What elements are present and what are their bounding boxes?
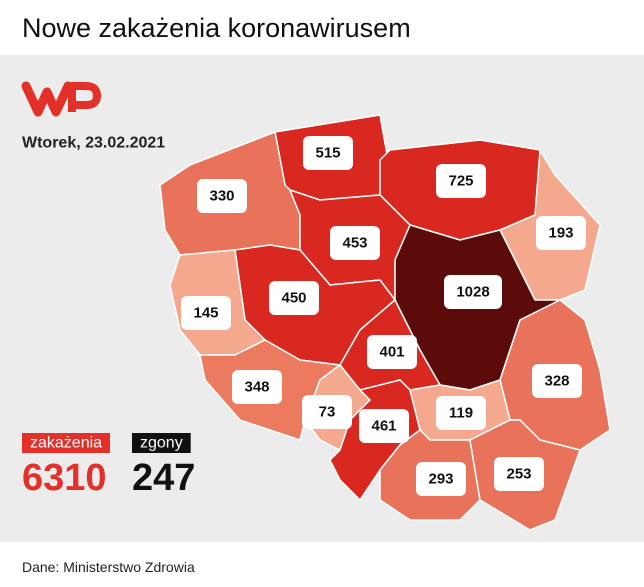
region-value: 73 <box>319 404 336 421</box>
region-label-box <box>302 395 352 429</box>
total-value: 247 <box>132 457 195 499</box>
total-label-bg <box>132 433 191 453</box>
region-label-box <box>416 462 466 496</box>
region-value: 401 <box>379 344 404 361</box>
region-label-box <box>197 179 247 213</box>
region-value: 450 <box>281 290 306 307</box>
region-value: 348 <box>244 379 269 396</box>
region-value: 293 <box>428 471 453 488</box>
region-value: 725 <box>448 173 473 190</box>
region-label-box <box>494 457 544 491</box>
region-value: 119 <box>449 405 473 422</box>
region-value: 515 <box>315 145 340 162</box>
region-label-box <box>436 396 486 430</box>
region-value: 1028 <box>456 284 489 301</box>
total-label: zgony <box>140 435 183 452</box>
wp-logo <box>21 81 101 117</box>
region-value: 330 <box>209 188 234 205</box>
region-label-box <box>232 370 282 404</box>
region-label-box <box>536 216 586 250</box>
source: Dane: Ministerstwo Zdrowia <box>22 559 195 575</box>
region-label-box <box>436 164 486 198</box>
title: Nowe zakażenia koronawirusem <box>22 13 411 43</box>
region-value: 461 <box>371 418 396 435</box>
region-label-box <box>532 364 582 398</box>
total-value: 6310 <box>22 457 107 499</box>
totals: zakażenia 6310 zgony 247 <box>22 433 195 499</box>
map: 515 725 330 193 453 1028 450 145 401 328 348 73 461 1… <box>159 114 611 531</box>
total-label: zakażenia <box>30 435 102 452</box>
region-value: 145 <box>193 305 218 322</box>
region-value: 453 <box>342 235 367 252</box>
region-label-box <box>359 409 409 443</box>
region-label-box <box>444 275 502 309</box>
region-label-box <box>269 281 319 315</box>
region-value: 193 <box>548 225 573 242</box>
region-value: 253 <box>506 466 531 483</box>
region-value: 328 <box>544 373 569 390</box>
date: Wtorek, 23.02.2021 <box>22 135 165 152</box>
region-label-box <box>367 335 417 369</box>
total-label-bg <box>22 433 111 453</box>
region-label-box <box>181 296 231 330</box>
region-label-box <box>330 226 380 260</box>
region-label-box <box>303 136 353 170</box>
